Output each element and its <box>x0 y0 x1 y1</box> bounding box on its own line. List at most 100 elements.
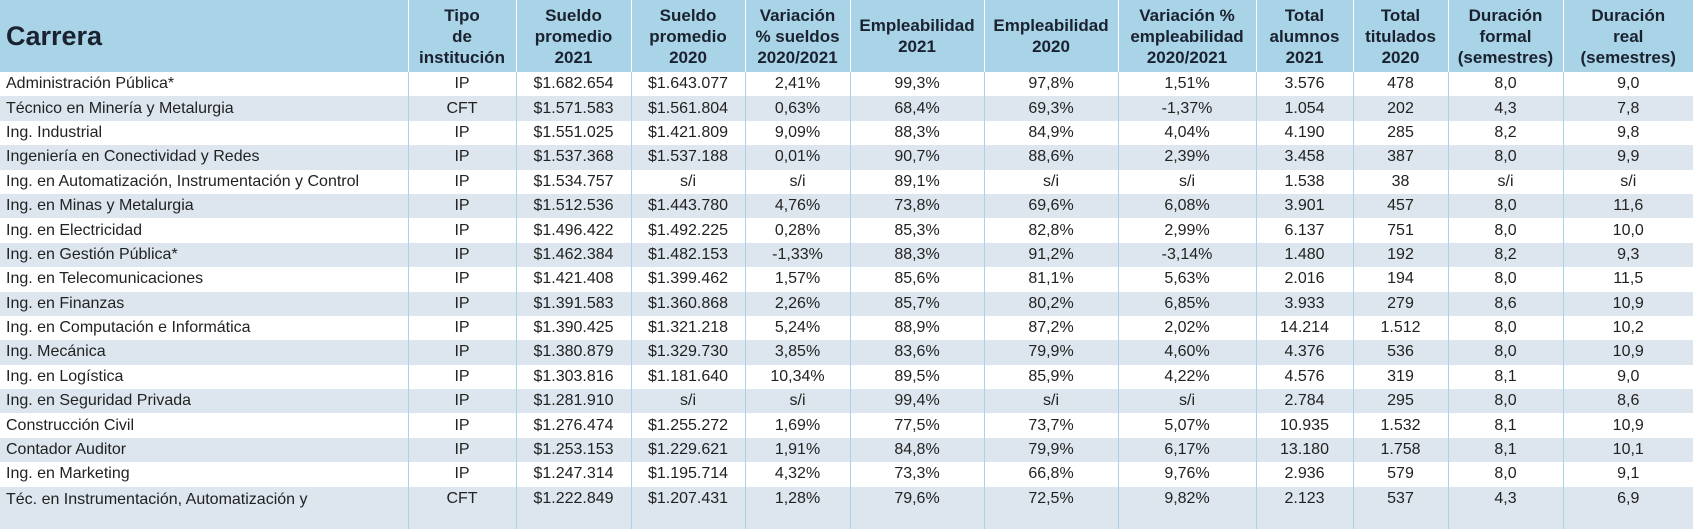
cell-tipo: IP <box>408 437 517 463</box>
cell-alumnos: 2.936 <box>1256 462 1354 487</box>
cell-tipo: IP <box>408 315 517 341</box>
cell-empleab-2021: 68,4% <box>850 96 985 121</box>
cell-tipo: IP <box>408 340 517 365</box>
cell-carrera: Ing. en Marketing <box>0 462 409 487</box>
cell-sueldo-2021: $1.534.757 <box>516 169 632 194</box>
cell-var-empleab: 2,02% <box>1118 315 1257 341</box>
cell-dur-formal: 8,0 <box>1448 340 1564 365</box>
cell-var-empleab: -3,14% <box>1118 242 1257 268</box>
cell-sueldo-2021: $1.253.153 <box>516 437 632 463</box>
cell-sueldo-2021: $1.682.654 <box>516 72 632 97</box>
table-row: Ing. en Gestión Pública* IP $1.462.384 $1.4… <box>0 242 1693 268</box>
cell-empleab-2020: 66,8% <box>984 462 1119 487</box>
cell-sueldo-2021: $1.462.384 <box>516 242 632 268</box>
cell-var-empleab: 4,60% <box>1118 340 1257 365</box>
header-variacion-empleabilidad: Variación % empleabilidad 2020/2021 <box>1118 0 1257 72</box>
cell-sueldo-2021: $1.391.583 <box>516 291 632 316</box>
cell-empleab-2020: s/i <box>984 169 1119 194</box>
cell-dur-formal: 8,0 <box>1448 218 1564 243</box>
header-sueldo-2020: Sueldo promedio 2020 <box>631 0 746 72</box>
cell-empleab-2021: 79,6% <box>850 486 985 529</box>
cell-dur-formal: 8,1 <box>1448 437 1564 463</box>
cell-empleab-2020: 72,5% <box>984 486 1119 529</box>
cell-tipo: IP <box>408 291 517 316</box>
cell-var-sueldos: 2,26% <box>745 291 851 316</box>
cell-dur-formal: s/i <box>1448 169 1564 194</box>
cell-var-empleab: 1,51% <box>1118 72 1257 97</box>
cell-var-sueldos: -1,33% <box>745 242 851 268</box>
header-row: Carrera Tipo de institución Sueldo prome… <box>0 0 1693 72</box>
cell-var-sueldos: 10,34% <box>745 364 851 390</box>
cell-carrera: Ing. en Finanzas <box>0 291 409 316</box>
cell-var-empleab: 5,63% <box>1118 267 1257 292</box>
cell-carrera: Ing. Industrial <box>0 120 409 146</box>
cell-var-empleab: 4,22% <box>1118 364 1257 390</box>
cell-dur-formal: 4,3 <box>1448 486 1564 529</box>
cell-sueldo-2021: $1.421.408 <box>516 267 632 292</box>
cell-tipo: IP <box>408 145 517 170</box>
table-row: Ing. en Finanzas IP $1.391.583 $1.360.868 2,… <box>0 291 1693 316</box>
cell-var-empleab: 6,17% <box>1118 437 1257 463</box>
cell-var-empleab: 2,99% <box>1118 218 1257 243</box>
cell-titulados: 537 <box>1353 486 1449 529</box>
cell-sueldo-2020: $1.181.640 <box>631 364 746 390</box>
cell-alumnos: 14.214 <box>1256 315 1354 341</box>
cell-var-sueldos: 3,85% <box>745 340 851 365</box>
cell-empleab-2020: 73,7% <box>984 413 1119 438</box>
cell-alumnos: 3.576 <box>1256 72 1354 97</box>
cell-alumnos: 1.538 <box>1256 169 1354 194</box>
cell-alumnos: 1.054 <box>1256 96 1354 121</box>
cell-var-sueldos: 5,24% <box>745 315 851 341</box>
header-variacion-sueldos: Variación % sueldos 2020/2021 <box>745 0 851 72</box>
table-row: Construcción Civil IP $1.276.474 $1.255.272… <box>0 413 1693 438</box>
cell-tipo: IP <box>408 364 517 390</box>
table-row: Administración Pública* IP $1.682.654 $1.64… <box>0 72 1693 97</box>
cell-empleab-2021: 89,1% <box>850 169 985 194</box>
table-row: Ing. en Minas y Metalurgia IP $1.512.536 $1… <box>0 193 1693 219</box>
cell-alumnos: 6.137 <box>1256 218 1354 243</box>
cell-empleab-2021: 89,5% <box>850 364 985 390</box>
table-row: Contador Auditor IP $1.253.153 $1.229.621 1,… <box>0 437 1693 463</box>
cell-tipo: CFT <box>408 486 517 529</box>
cell-carrera: Ing. en Logística <box>0 364 409 390</box>
cell-empleab-2020: 87,2% <box>984 315 1119 341</box>
cell-var-sueldos: 1,91% <box>745 437 851 463</box>
cell-dur-formal: 8,6 <box>1448 291 1564 316</box>
cell-empleab-2020: 79,9% <box>984 340 1119 365</box>
cell-titulados: 751 <box>1353 218 1449 243</box>
cell-empleab-2021: 85,3% <box>850 218 985 243</box>
cell-alumnos: 3.458 <box>1256 145 1354 170</box>
cell-var-empleab: s/i <box>1118 169 1257 194</box>
cell-titulados: 319 <box>1353 364 1449 390</box>
cell-titulados: 194 <box>1353 267 1449 292</box>
cell-dur-real: 10,9 <box>1563 291 1693 316</box>
cell-empleab-2020: 69,3% <box>984 96 1119 121</box>
cell-dur-real: 9,0 <box>1563 72 1693 97</box>
cell-carrera: Ing. en Minas y Metalurgia <box>0 193 409 219</box>
table-row: Técnico en Minería y Metalurgia CFT $1.571… <box>0 96 1693 121</box>
cell-dur-formal: 8,1 <box>1448 413 1564 438</box>
cell-titulados: 387 <box>1353 145 1449 170</box>
cell-empleab-2021: 85,6% <box>850 267 985 292</box>
cell-dur-real: 7,8 <box>1563 96 1693 121</box>
cell-dur-formal: 4,3 <box>1448 96 1564 121</box>
cell-dur-real: 10,1 <box>1563 437 1693 463</box>
cell-dur-real: 6,9 <box>1563 486 1693 529</box>
cell-empleab-2021: 88,9% <box>850 315 985 341</box>
cell-empleab-2021: 99,3% <box>850 72 985 97</box>
cell-dur-formal: 8,0 <box>1448 315 1564 341</box>
cell-dur-formal: 8,1 <box>1448 364 1564 390</box>
cell-titulados: 478 <box>1353 72 1449 97</box>
table-row: Ing. en Automatización, Instrumentación … <box>0 169 1693 194</box>
cell-carrera: Ingeniería en Conectividad y Redes <box>0 145 409 170</box>
cell-var-sueldos: 0,28% <box>745 218 851 243</box>
cell-carrera: Contador Auditor <box>0 437 409 463</box>
cell-empleab-2021: 83,6% <box>850 340 985 365</box>
cell-sueldo-2020: $1.229.621 <box>631 437 746 463</box>
cell-empleab-2020: 69,6% <box>984 193 1119 219</box>
cell-titulados: 279 <box>1353 291 1449 316</box>
cell-carrera: Administración Pública* <box>0 72 409 97</box>
cell-tipo: CFT <box>408 96 517 121</box>
table-row: Ingeniería en Conectividad y Redes IP $1.5… <box>0 145 1693 170</box>
